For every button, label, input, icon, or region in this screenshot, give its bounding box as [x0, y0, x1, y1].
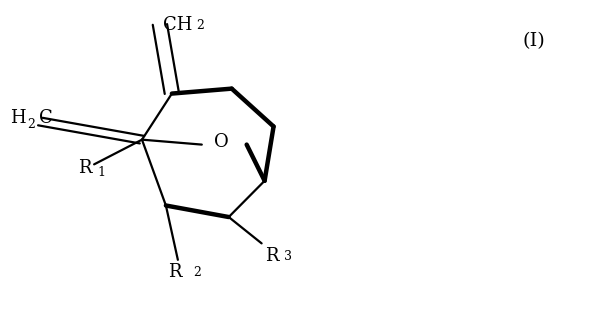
- Text: O: O: [214, 133, 229, 151]
- Text: (I): (I): [522, 32, 545, 50]
- Text: R: R: [168, 263, 182, 281]
- Text: R: R: [264, 247, 278, 265]
- Text: 2: 2: [27, 118, 35, 131]
- Text: CH: CH: [163, 16, 192, 34]
- Text: 2: 2: [193, 266, 201, 280]
- Text: H: H: [10, 109, 26, 127]
- Text: 1: 1: [97, 166, 105, 179]
- Text: 2: 2: [196, 20, 204, 33]
- Text: R: R: [78, 159, 91, 177]
- Text: 3: 3: [284, 250, 292, 263]
- Text: C: C: [39, 109, 53, 127]
